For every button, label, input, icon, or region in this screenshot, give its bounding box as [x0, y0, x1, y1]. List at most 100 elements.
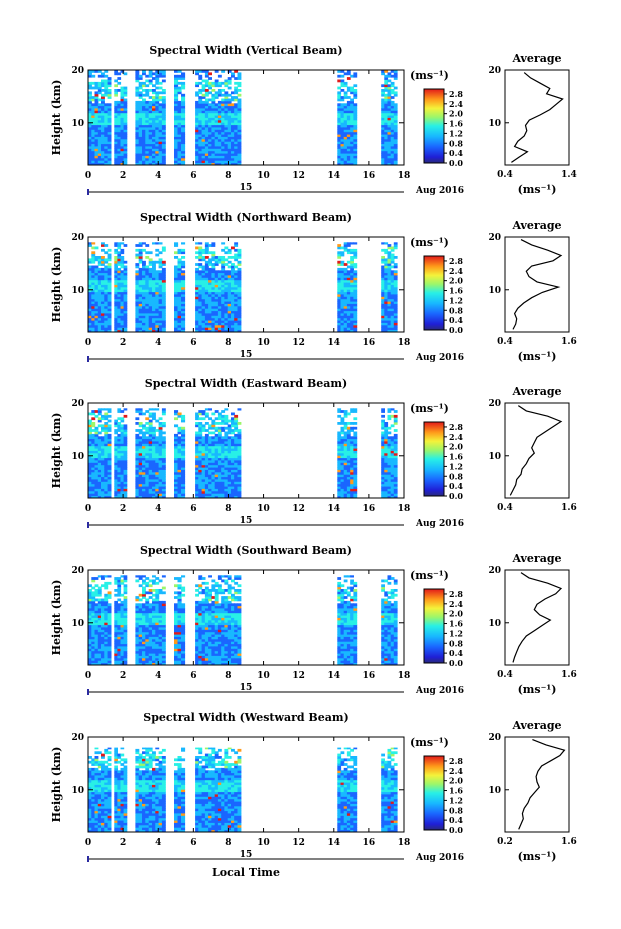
heatmap-cell	[390, 286, 395, 290]
heatmap-cell	[340, 448, 345, 451]
heatmap-cell	[123, 460, 128, 463]
heatmap-cell	[350, 429, 354, 432]
heatmap-cell	[227, 438, 232, 442]
heatmap-cell	[181, 272, 186, 276]
heatmap-cell	[231, 134, 235, 137]
heatmap-cell	[337, 112, 342, 116]
heatmap-cell	[204, 460, 209, 463]
heatmap-cell	[353, 256, 358, 259]
heatmap-cell	[204, 91, 209, 95]
heatmap-cell	[161, 303, 166, 307]
heatmap-cell	[217, 296, 222, 300]
heatmap-cell	[231, 265, 235, 269]
heatmap-cell	[148, 481, 153, 485]
heatmap-cell	[174, 148, 179, 152]
heatmap-cell	[234, 103, 239, 107]
heatmap-cell	[201, 86, 206, 90]
heatmap-cell	[237, 110, 242, 114]
heatmap-cell	[387, 282, 392, 285]
heatmap-cell	[107, 495, 112, 499]
heatmap-cell	[195, 424, 199, 428]
heatmap-cell	[177, 301, 182, 304]
heatmap-cell	[198, 110, 203, 114]
heatmap-cell	[390, 129, 395, 133]
heatmap-cell	[387, 146, 392, 149]
heatmap-cell	[231, 256, 235, 259]
heatmap-cell	[117, 275, 122, 278]
heatmap-cell	[107, 146, 112, 149]
heatmap-cell	[117, 112, 122, 116]
heatmap-cell	[211, 426, 216, 430]
heatmap-cell	[117, 467, 122, 470]
heatmap-cell	[145, 457, 150, 461]
heatmap-cell	[117, 284, 122, 288]
heatmap-cell	[384, 265, 389, 269]
heatmap-cell	[152, 108, 156, 111]
heatmap-cell	[340, 479, 345, 482]
heatmap-cell	[161, 70, 166, 73]
heatmap-cell	[152, 143, 156, 147]
heatmap-cell	[393, 282, 398, 285]
heatmap-cell	[343, 303, 348, 307]
heatmap-cell	[107, 103, 112, 107]
y-tick-label: 20	[71, 66, 84, 76]
heatmap-cell	[201, 272, 206, 276]
heatmap-cell	[88, 436, 92, 440]
heatmap-cell	[177, 143, 182, 147]
heatmap-cell	[211, 127, 216, 130]
x-tick-label: 4	[155, 338, 161, 348]
heatmap-cell	[224, 315, 229, 319]
heatmap-cell	[384, 431, 389, 435]
heatmap-cell	[227, 153, 232, 156]
heatmap-cell	[148, 457, 153, 461]
heatmap-cell	[353, 422, 358, 425]
heatmap-cell	[120, 291, 125, 295]
heatmap-cell	[123, 270, 128, 274]
heatmap-cell	[346, 153, 351, 156]
heatmap-cell	[390, 277, 395, 281]
heatmap-cell	[381, 89, 385, 92]
heatmap-cell	[204, 103, 209, 107]
heatmap-cell	[217, 124, 222, 128]
heatmap-cell	[234, 256, 239, 259]
heatmap-cell	[94, 320, 99, 323]
heatmap-cell	[155, 464, 160, 468]
heatmap-cell	[174, 310, 179, 314]
heatmap-cell	[158, 327, 163, 331]
heatmap-cell	[148, 483, 153, 487]
heatmap-cell	[198, 433, 203, 437]
heatmap-cell	[142, 291, 146, 295]
heatmap-cell	[224, 162, 229, 166]
x-tick-label: 16	[363, 338, 376, 348]
heatmap-cell	[390, 474, 395, 478]
heatmap-cell	[231, 327, 235, 331]
heatmap-cell	[161, 127, 166, 130]
heatmap-cell	[91, 284, 96, 288]
heatmap-cell	[350, 251, 354, 255]
heatmap-cell	[224, 275, 229, 278]
heatmap-cell	[97, 490, 102, 494]
heatmap-cell	[123, 110, 128, 114]
heatmap-cell	[91, 450, 96, 454]
heatmap-cell	[227, 495, 232, 499]
heatmap-cell	[120, 105, 125, 109]
heatmap-cell	[104, 138, 109, 142]
heatmap-cell	[214, 462, 219, 466]
heatmap-cell	[155, 483, 160, 487]
heatmap-cell	[145, 105, 150, 109]
heatmap-cell	[135, 317, 140, 321]
heatmap-cell	[353, 438, 358, 442]
heatmap-cell	[393, 474, 398, 478]
heatmap-cell	[88, 471, 92, 475]
heatmap-cell	[353, 450, 358, 454]
heatmap-cell	[211, 455, 216, 459]
heatmap-cell	[387, 143, 392, 147]
heatmap-cell	[181, 481, 186, 485]
heatmap-cell	[91, 265, 96, 269]
heatmap-cell	[155, 275, 160, 278]
heatmap-cell	[107, 275, 112, 278]
heatmap-cell	[135, 448, 140, 451]
heatmap-cell	[152, 443, 156, 447]
heatmap-cell	[88, 303, 92, 307]
heatmap-cell	[104, 122, 109, 126]
